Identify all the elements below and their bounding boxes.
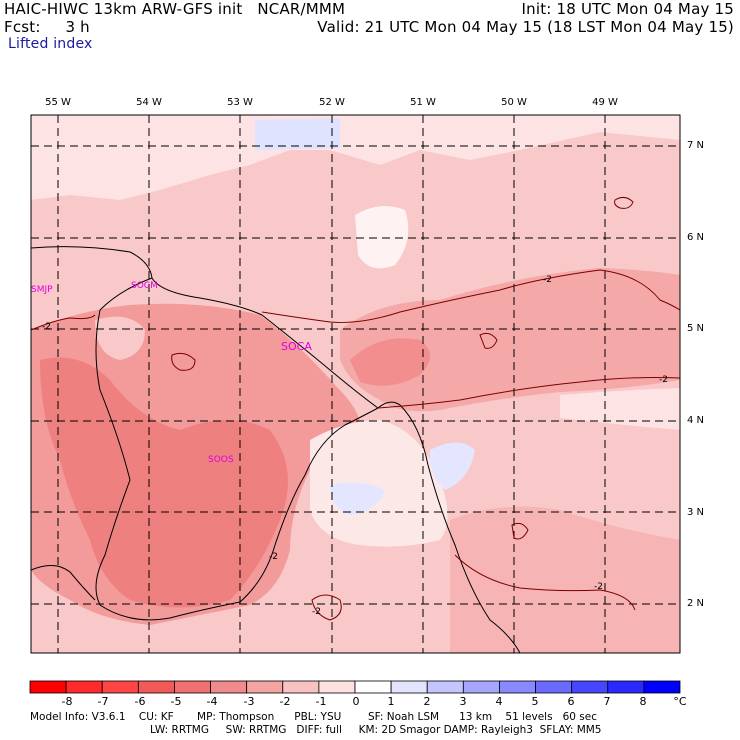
station-label: SOCA — [281, 340, 312, 353]
lat-label: 5 N — [687, 323, 705, 334]
lon-label: 55 W — [45, 97, 71, 108]
colorbar-label: 8 — [639, 695, 647, 708]
contour-label: -2 — [269, 552, 278, 562]
colorbar-unit: °C — [673, 695, 687, 708]
colorbar-swatch — [643, 680, 681, 694]
light-pocket — [95, 316, 145, 360]
colorbar-label: 1 — [387, 695, 395, 708]
shade-core-southwest — [40, 357, 288, 608]
model-info-line1: Model Info: V3.6.1 CU: KF MP: Thompson P… — [30, 711, 597, 723]
colorbar-swatch — [390, 680, 428, 694]
shade-core-east — [350, 338, 430, 386]
lat-label: 7 N — [687, 140, 705, 151]
colorbar-swatch — [65, 680, 103, 694]
header-valid-time: Valid: 21 UTC Mon 04 May 15 (18 LST Mon … — [317, 18, 734, 36]
field-name: Lifted index — [8, 36, 93, 52]
colorbar-label: -5 — [170, 695, 182, 708]
shade-region-southeast — [450, 506, 680, 653]
lat-label: 3 N — [687, 507, 705, 518]
colorbar-label: 6 — [567, 695, 575, 708]
colorbar-swatch — [354, 680, 392, 694]
light-area-center — [310, 420, 448, 547]
colorbar-swatch — [101, 680, 139, 694]
lon-label: 49 W — [592, 97, 618, 108]
light-area-north — [355, 206, 409, 269]
colorbar-swatch — [462, 680, 500, 694]
colorbar-swatch — [607, 680, 645, 694]
contour-label: -2 — [42, 322, 51, 332]
colorbar-swatch — [535, 680, 573, 694]
lon-label: 53 W — [227, 97, 253, 108]
station-label: SMJP — [31, 285, 53, 295]
colorbar-swatch — [137, 680, 175, 694]
colorbar-swatch — [426, 680, 464, 694]
colorbar-swatch — [282, 680, 320, 694]
colorbar-label: -8 — [61, 695, 73, 708]
light-area-north — [31, 115, 680, 200]
lat-label: 4 N — [687, 415, 705, 426]
colorbar-label: 3 — [459, 695, 467, 708]
colorbar-label: 0 — [352, 695, 360, 708]
colorbar-label: -2 — [279, 695, 291, 708]
colorbar-label: -3 — [243, 695, 255, 708]
lon-label: 54 W — [136, 97, 162, 108]
colorbar-label: 5 — [531, 695, 539, 708]
colorbar-swatch — [210, 680, 248, 694]
header-model-title: HAIC-HIWC 13km ARW-GFS init NCAR/MMM — [4, 0, 346, 18]
lat-label: 2 N — [687, 598, 705, 609]
plot-frame — [30, 114, 681, 654]
station-label: SOCM — [131, 281, 158, 291]
positive-area-center — [330, 482, 385, 515]
coastline-borders — [30, 246, 521, 654]
station-label: SOOS — [208, 455, 234, 465]
colorbar-label: -4 — [206, 695, 218, 708]
contour-label: -2 — [659, 375, 668, 385]
lon-label: 50 W — [501, 97, 527, 108]
contour-label: -2 — [543, 275, 552, 285]
colorbar-swatch — [174, 680, 211, 694]
shade-band-east — [340, 268, 680, 412]
colorbar-swatch — [318, 680, 356, 694]
colorbar-label: -6 — [134, 695, 146, 708]
lon-label: 51 W — [410, 97, 436, 108]
colorbar-swatch — [246, 680, 284, 694]
header-forecast-hour: Fcst: 3 h — [4, 18, 90, 36]
grid-lines — [31, 115, 680, 653]
contour-label: -2 — [594, 582, 603, 592]
colorbar-swatch — [571, 680, 609, 694]
colorbar-label: 4 — [495, 695, 503, 708]
header-init-time: Init: 18 UTC Mon 04 May 15 — [521, 0, 734, 18]
colorbar-swatch — [499, 680, 536, 694]
colorbar-swatch — [29, 680, 67, 694]
colorbar-label: 2 — [423, 695, 431, 708]
lon-label: 52 W — [319, 97, 345, 108]
positive-area-center — [429, 442, 475, 490]
colorbar-label: -7 — [97, 695, 109, 708]
light-area-east — [560, 388, 680, 430]
model-info-line2: LW: RRTMG SW: RRTMG DIFF: full KM: 2D Sm… — [150, 724, 602, 736]
colorbar-label: 7 — [603, 695, 611, 708]
contour-minus2 — [30, 196, 681, 621]
positive-area-north — [255, 118, 340, 150]
colorbar-label: -1 — [315, 695, 327, 708]
lat-label: 6 N — [687, 232, 705, 243]
contour-label: -2 — [312, 607, 321, 617]
